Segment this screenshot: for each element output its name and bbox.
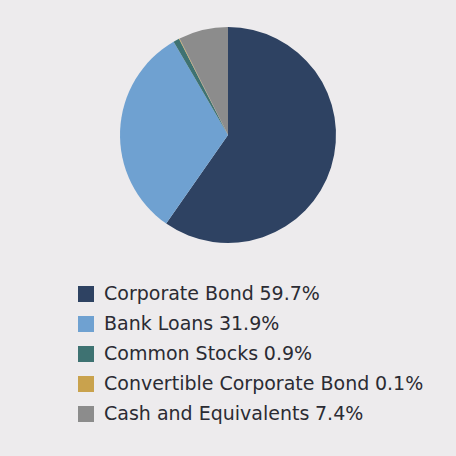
legend-name: Convertible Corporate Bond <box>104 372 369 394</box>
legend-name: Bank Loans <box>104 312 213 334</box>
legend-item: Corporate Bond59.7% <box>78 282 320 304</box>
legend-value: 7.4% <box>315 402 363 424</box>
legend-swatch <box>78 346 94 362</box>
legend-label: Common Stocks 0.9% <box>104 342 312 364</box>
pie-slice <box>180 27 228 135</box>
legend-item: Common Stocks 0.9% <box>78 342 312 364</box>
legend-value: 59.7% <box>259 282 319 304</box>
legend-item: Bank Loans 31.9% <box>78 312 279 334</box>
legend-name: Cash and Equivalents <box>104 402 309 424</box>
legend-item: Cash and Equivalents 7.4% <box>78 402 363 424</box>
pie <box>120 27 336 243</box>
legend-name: Corporate Bond <box>104 282 254 304</box>
legend-label: Corporate Bond59.7% <box>104 282 320 304</box>
legend-swatch <box>78 406 94 422</box>
legend-name: Common Stocks <box>104 342 258 364</box>
legend-label: Convertible Corporate Bond 0.1% <box>104 372 423 394</box>
legend-swatch <box>78 376 94 392</box>
legend-swatch <box>78 286 94 302</box>
chart: Corporate Bond59.7% Bank Loans 31.9% Common… <box>0 0 456 456</box>
legend-item: Convertible Corporate Bond 0.1% <box>78 372 423 394</box>
legend-label: Cash and Equivalents 7.4% <box>104 402 363 424</box>
legend-value: 0.9% <box>264 342 312 364</box>
legend-label: Bank Loans 31.9% <box>104 312 279 334</box>
legend-value: 0.1% <box>375 372 423 394</box>
legend-swatch <box>78 316 94 332</box>
legend: Corporate Bond59.7% Bank Loans 31.9% Common… <box>78 282 423 424</box>
legend-value: 31.9% <box>219 312 279 334</box>
